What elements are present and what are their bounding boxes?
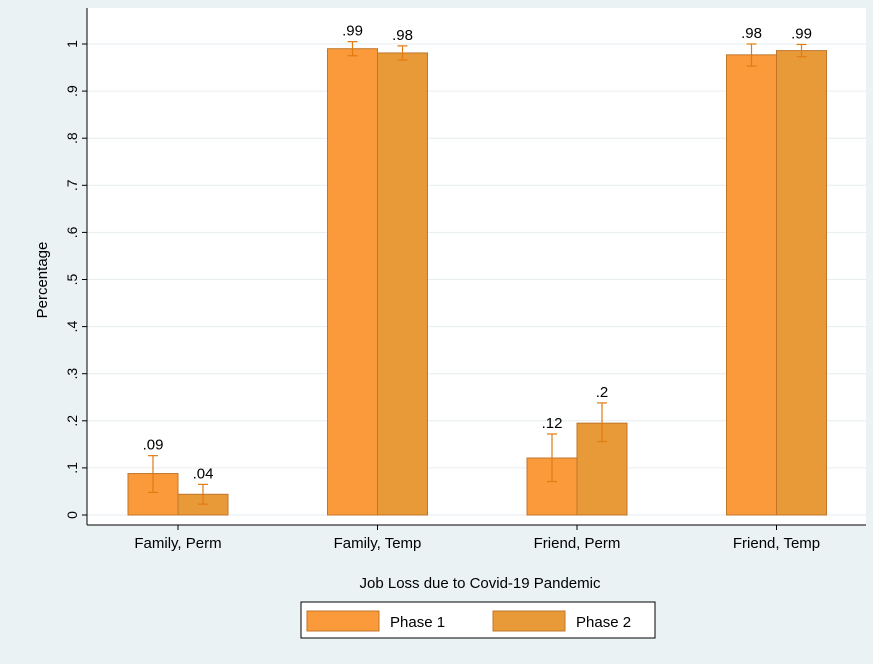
data-label-phase-2-friend-temp: .99: [791, 25, 812, 42]
x-tick-label-friend-perm: Friend, Perm: [534, 535, 621, 552]
x-tick-label-friend-temp: Friend, Temp: [733, 535, 820, 552]
bar-phase-1-family-temp: [327, 48, 378, 516]
y-axis-ticks: 0 .1 .2 .3 .4 .5 .6 .7 .8 .9 1: [64, 40, 87, 519]
legend-label-phase-2: Phase 2: [576, 614, 631, 631]
y-tick-label-1: 1: [64, 40, 80, 48]
bars: [127, 48, 827, 516]
legend-label-phase-1: Phase 1: [390, 614, 445, 631]
data-labels: .09 .04 .99 .98 .12 .2 .98 .99: [143, 23, 812, 483]
data-label-phase-1-friend-perm: .12: [542, 415, 563, 432]
x-tick-label-family-perm: Family, Perm: [134, 535, 221, 552]
y-axis-title: Percentage: [34, 242, 51, 319]
y-tick-label-2: .2: [64, 415, 80, 427]
y-tick-label-4: .4: [64, 321, 80, 333]
x-axis-title: Job Loss due to Covid-19 Pandemic: [360, 575, 601, 592]
y-tick-label-9: .9: [64, 85, 80, 97]
data-label-phase-1-friend-temp: .98: [741, 25, 762, 42]
y-tick-label-6: .6: [64, 226, 80, 238]
error-bars: [148, 41, 807, 505]
legend-swatch-phase-2: [492, 610, 566, 632]
data-label-phase-2-family-temp: .98: [392, 27, 413, 44]
legend: Phase 1 Phase 2: [300, 601, 656, 639]
data-label-phase-2-family-perm: .04: [193, 465, 214, 482]
data-label-phase-2-friend-perm: .2: [596, 384, 609, 401]
y-tick-label-1: .1: [64, 462, 80, 474]
y-tick-label-3: .3: [64, 368, 80, 380]
y-tick-label-0: 0: [64, 511, 80, 519]
bar-phase-2-friend-temp: [776, 50, 827, 516]
x-tick-label-family-temp: Family, Temp: [334, 535, 422, 552]
legend-swatch-phase-1: [306, 610, 380, 632]
bar-phase-1-friend-temp: [726, 54, 777, 516]
data-label-phase-1-family-temp: .99: [342, 23, 363, 40]
bar-phase-2-family-temp: [377, 52, 428, 516]
data-label-phase-1-family-perm: .09: [143, 437, 164, 454]
y-tick-label-5: .5: [64, 273, 80, 285]
y-tick-label-7: .7: [64, 179, 80, 191]
x-axis-ticks: Family, Perm Family, Temp Friend, Perm Frie…: [134, 525, 820, 552]
y-tick-label-8: .8: [64, 132, 80, 144]
